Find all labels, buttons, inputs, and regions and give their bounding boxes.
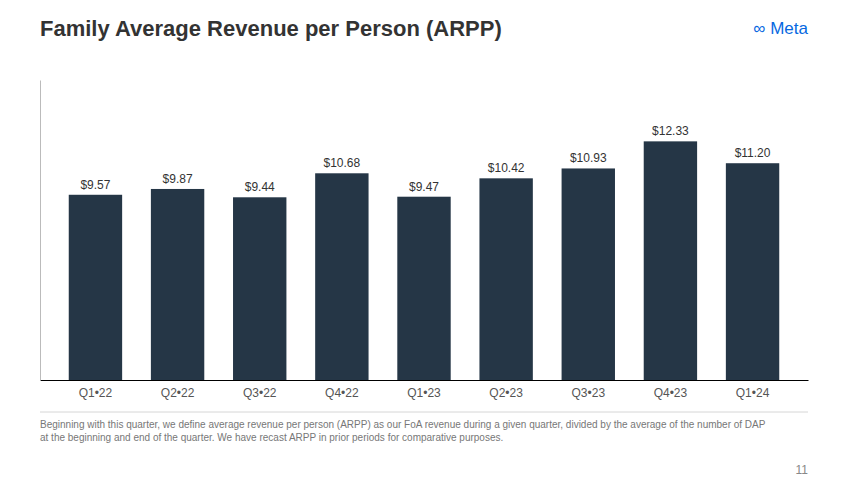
chart: Family Average Revenue per Person (ARPP)… <box>0 0 848 484</box>
x-tick: Q1•22 <box>79 386 113 400</box>
x-axis-line <box>41 380 809 381</box>
x-tick-label: Q3•23 <box>571 386 605 400</box>
footnote: Beginning with this quarter, we define a… <box>40 419 766 443</box>
data-label: $11.20 <box>735 146 771 160</box>
x-tick-label: Q1•24 <box>736 386 770 400</box>
bar <box>233 197 286 380</box>
x-tick-label: Q3•22 <box>243 386 277 400</box>
bar <box>479 178 532 380</box>
separator <box>40 412 808 413</box>
x-tick: Q2•23 <box>489 386 523 400</box>
bar <box>726 163 779 380</box>
bar <box>315 173 368 380</box>
bar <box>397 197 450 380</box>
x-tick: Q2•22 <box>161 386 195 400</box>
data-label: $9.57 <box>80 178 110 192</box>
data-label: $9.87 <box>163 172 193 186</box>
bars <box>69 141 780 380</box>
data-label: $10.93 <box>570 151 607 165</box>
x-tick-label: Q1•22 <box>79 386 113 400</box>
x-tick: Q1•24 <box>736 386 770 400</box>
data-labels: $9.57 $9.87 $9.44 $10.68 $9.47 $10.42 $10.93 $1… <box>80 124 770 194</box>
bar <box>562 168 615 380</box>
x-tick: Q3•22 <box>243 386 277 400</box>
x-tick-label: Q2•23 <box>489 386 523 400</box>
bar <box>644 141 697 380</box>
x-tick-label: Q2•22 <box>161 386 195 400</box>
x-tick: Q4•22 <box>325 386 359 400</box>
bar <box>151 189 204 380</box>
x-tick-label: Q4•23 <box>654 386 688 400</box>
title: Family Average Revenue per Person (ARPP) <box>40 16 502 41</box>
plot: $9.57 $9.87 $9.44 $10.68 $9.47 $10.42 $10.93 $1… <box>41 81 809 400</box>
x-tick: Q3•23 <box>571 386 605 400</box>
x-axis: Q1•22 Q2•22 Q3•22 Q4•22 Q1•23 Q2•23 Q3•23 Q4•23… <box>41 381 809 400</box>
x-tick: Q1•23 <box>407 386 441 400</box>
data-label: $10.68 <box>324 156 361 170</box>
bar <box>69 195 122 380</box>
data-label: $9.47 <box>409 180 439 194</box>
data-label: $9.44 <box>245 180 275 194</box>
x-tick-label: Q4•22 <box>325 386 359 400</box>
y-axis-line <box>40 81 41 381</box>
page-number: 11 <box>796 463 809 477</box>
data-label: $12.33 <box>652 124 689 138</box>
logo: ∞ Meta <box>753 19 808 38</box>
y-axis <box>40 81 41 381</box>
data-label: $10.42 <box>488 161 525 175</box>
x-tick: Q4•23 <box>654 386 688 400</box>
x-tick-label: Q1•23 <box>407 386 441 400</box>
